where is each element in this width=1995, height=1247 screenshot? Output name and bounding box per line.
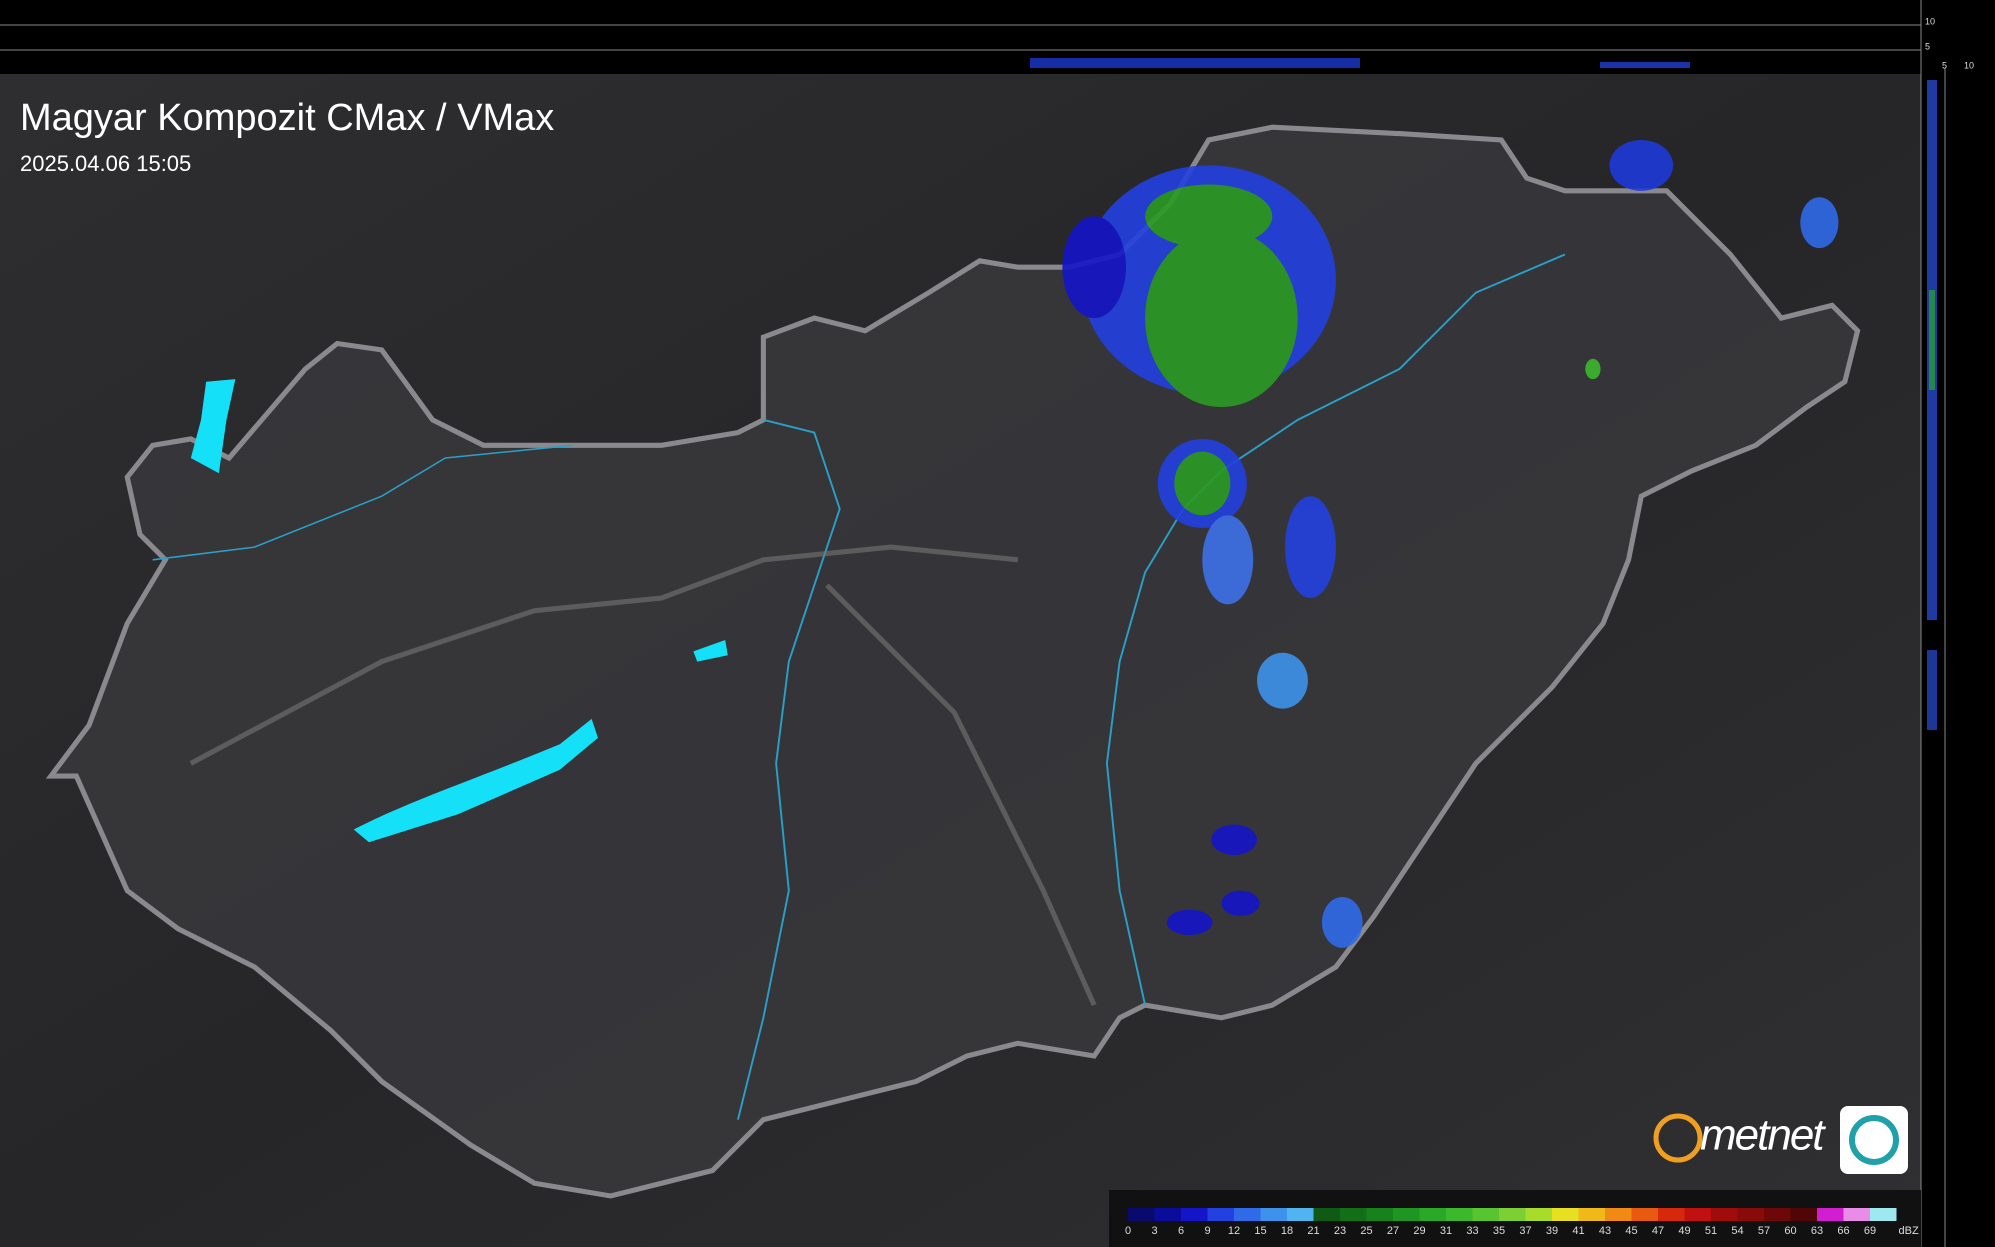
legend-label: 60	[1784, 1225, 1796, 1237]
side-tick: 10	[1925, 16, 1935, 26]
road	[189, 544, 1019, 766]
river	[737, 418, 841, 1120]
legend-label: 27	[1387, 1225, 1399, 1237]
legend-swatch	[1260, 1208, 1287, 1221]
legend-label: 18	[1281, 1225, 1293, 1237]
legend-label: 66	[1837, 1225, 1849, 1237]
legend-label: 37	[1519, 1225, 1531, 1237]
legend-label: 51	[1705, 1225, 1717, 1237]
logo-swirl	[1849, 1115, 1899, 1165]
top-band	[0, 0, 1995, 74]
legend-label: 31	[1440, 1225, 1452, 1237]
legend-label: 45	[1625, 1225, 1637, 1237]
legend-swatch	[1684, 1208, 1711, 1221]
logo-text: metnet	[1700, 1111, 1826, 1160]
radar-strip	[1030, 58, 1360, 68]
legend-swatch	[1764, 1208, 1791, 1221]
legend-label: 3	[1151, 1225, 1157, 1237]
legend-swatch	[1552, 1208, 1579, 1221]
legend-swatch	[1393, 1208, 1420, 1221]
radar-strip	[1600, 62, 1690, 68]
road	[825, 583, 1097, 1007]
border	[45, 124, 1861, 1199]
legend-label: 43	[1599, 1225, 1611, 1237]
legend-label: 63	[1811, 1225, 1823, 1237]
river	[152, 444, 573, 561]
legend-swatch	[1790, 1208, 1817, 1221]
legend-label: 69	[1864, 1225, 1876, 1237]
lake	[190, 379, 236, 474]
legend-swatch	[1578, 1208, 1605, 1221]
legend-label: 57	[1758, 1225, 1770, 1237]
legend-label: 21	[1307, 1225, 1319, 1237]
legend-swatch	[1658, 1208, 1685, 1221]
legend-swatch	[1817, 1208, 1844, 1221]
title: Magyar Kompozit CMax / VMax	[20, 97, 554, 139]
legend-label: 54	[1731, 1225, 1743, 1237]
legend-swatch	[1128, 1208, 1155, 1221]
legend-label: 0	[1125, 1225, 1131, 1237]
legend-swatch	[1631, 1208, 1658, 1221]
legend-swatch	[1154, 1208, 1181, 1221]
legend-swatch	[1419, 1208, 1446, 1221]
legend-label: 49	[1678, 1225, 1690, 1237]
legend-swatch	[1525, 1208, 1552, 1221]
radar-strip	[1929, 290, 1935, 390]
legend-label: 41	[1572, 1225, 1584, 1237]
lake	[353, 718, 598, 843]
country	[45, 124, 1861, 1199]
lake	[693, 639, 728, 662]
legend-label: 33	[1466, 1225, 1478, 1237]
logo: metnet	[1653, 1106, 1908, 1174]
legend-label: 39	[1546, 1225, 1558, 1237]
side-tick: 10	[1964, 60, 1974, 70]
legend-swatch	[1605, 1208, 1632, 1221]
legend-swatch	[1366, 1208, 1393, 1221]
legend-swatch	[1207, 1208, 1234, 1221]
legend-label: 47	[1652, 1225, 1664, 1237]
legend-label: 29	[1413, 1225, 1425, 1237]
timestamp: 2025.04.06 15:05	[20, 151, 191, 176]
legend: 0 3 6 9 12 15 18 21 23 25 27 29 31 33 35 37 39 41 43 45 47 49…	[1125, 1208, 1919, 1237]
legend-label: 25	[1360, 1225, 1372, 1237]
legend-unit: dBZ	[1899, 1225, 1919, 1237]
legend-swatch	[1499, 1208, 1526, 1221]
legend-swatch	[1340, 1208, 1367, 1221]
legend-swatch	[1446, 1208, 1473, 1221]
legend-label: 35	[1493, 1225, 1505, 1237]
legend-swatch	[1234, 1208, 1261, 1221]
side-tick: 5	[1925, 41, 1930, 51]
radar-echoes	[1062, 139, 1839, 948]
legend-swatch	[1313, 1208, 1340, 1221]
legend-swatch	[1737, 1208, 1764, 1221]
legend-swatch	[1181, 1208, 1208, 1221]
logo-sun	[1653, 1113, 1703, 1163]
legend-label: 9	[1204, 1225, 1210, 1237]
side-tick: 5	[1942, 60, 1947, 70]
legend-swatch	[1711, 1208, 1738, 1221]
legend-label: 15	[1254, 1225, 1266, 1237]
legend-label: 6	[1178, 1225, 1184, 1237]
radar-strip	[1927, 650, 1937, 730]
legend-label: 23	[1334, 1225, 1346, 1237]
legend-label: 12	[1228, 1225, 1240, 1237]
legend-swatch	[1472, 1208, 1499, 1221]
legend-swatch	[1287, 1208, 1314, 1221]
legend-swatch	[1870, 1208, 1897, 1221]
legend-swatch	[1843, 1208, 1870, 1221]
